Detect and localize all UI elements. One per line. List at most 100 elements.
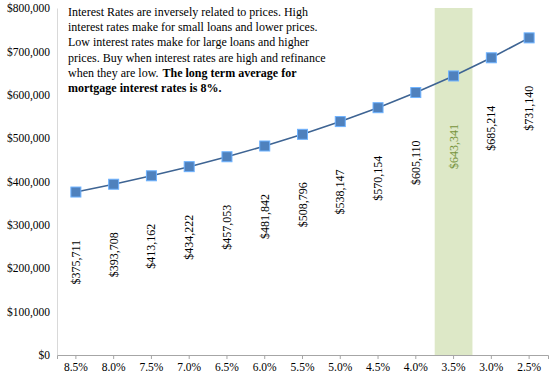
x-tick-label: 8.5% [64, 361, 88, 373]
x-tick-label: 7.0% [177, 361, 201, 373]
y-tick: $0 [39, 349, 58, 361]
annotation-text: Interest Rates are inversely related to … [68, 5, 308, 19]
data-label: $685,214 [484, 106, 498, 151]
data-labels: $375,711 $393,708 $413,162 $434,222 $457,053… [69, 86, 536, 285]
y-tick-label: $700,000 [7, 46, 50, 59]
x-tick: 3.5% [442, 355, 466, 373]
x-axis-line [58, 356, 549, 360]
x-tick-mark [264, 355, 265, 359]
y-tick: $200,000 [7, 262, 57, 275]
data-label: $413,162 [144, 224, 158, 269]
data-label: $508,796 [296, 182, 310, 227]
marker [260, 141, 270, 151]
marker [335, 117, 345, 127]
annotation-line: Interest Rates are inversely related to … [68, 5, 308, 19]
annotation-text: prices. Buy when interest rates are high… [68, 51, 326, 65]
x-tick-mark [340, 355, 341, 359]
highlight-band [435, 8, 473, 355]
x-tick-mark [189, 355, 190, 359]
x-tick: 5.0% [328, 355, 352, 373]
marker [411, 88, 421, 98]
x-tick-mark [529, 355, 530, 359]
marker [449, 71, 459, 81]
data-label: $538,147 [333, 170, 347, 215]
data-label: $605,110 [409, 141, 423, 186]
x-tick-label: 4.0% [404, 361, 428, 373]
data-label: $434,222 [182, 215, 196, 260]
plot-area: $0 $100,000 $200,000 $300,000 $400,000 $500,0… [7, 2, 549, 373]
marker [146, 171, 156, 181]
y-tick-label: $500,000 [7, 132, 50, 145]
x-tick: 6.5% [215, 355, 239, 373]
x-tick: 8.5% [64, 355, 88, 373]
data-label: $393,708 [107, 232, 121, 277]
x-tick: 4.5% [366, 355, 390, 373]
y-tick: $700,000 [7, 46, 57, 59]
y-tick: $500,000 [7, 132, 57, 145]
y-tick-label: $800,000 [7, 2, 50, 15]
y-tick-label: $0 [39, 349, 51, 361]
x-tick-mark [378, 355, 379, 359]
y-tick-label: $600,000 [7, 89, 50, 102]
x-tick-label: 7.5% [139, 361, 163, 373]
y-axis: $0 $100,000 $200,000 $300,000 $400,000 $500,0… [7, 2, 58, 361]
data-label: $570,154 [371, 156, 385, 201]
data-label: $481,842 [258, 194, 272, 239]
x-tick: 3.0% [479, 355, 503, 373]
y-tick-label: $300,000 [7, 219, 50, 232]
y-tick-label: $100,000 [7, 306, 50, 319]
data-label: $643,341 [447, 124, 461, 169]
data-label: $731,140 [522, 86, 536, 131]
x-tick: 2.5% [517, 355, 541, 373]
marker [222, 152, 232, 162]
x-tick-mark [113, 355, 114, 359]
annotation-text: interest rates make for small loans and … [68, 20, 318, 34]
x-tick-label: 6.5% [215, 361, 239, 373]
y-tick: $400,000 [7, 176, 57, 189]
y-tick: $800,000 [7, 2, 57, 15]
x-tick-mark [226, 355, 227, 359]
x-tick-label: 4.5% [366, 361, 390, 373]
x-tick-mark [151, 355, 152, 359]
x-tick: 7.5% [139, 355, 163, 373]
x-tick-label: 3.5% [442, 361, 466, 373]
y-tick-label: $200,000 [7, 262, 50, 275]
y-tick-label: $400,000 [7, 176, 50, 189]
annotation-emphasis: The long term average for [163, 66, 298, 80]
y-tick: $600,000 [7, 89, 57, 102]
annotation-text: Low interest rates make for large loans … [68, 35, 309, 49]
annotation-line: prices. Buy when interest rates are high… [68, 51, 326, 65]
marker [184, 162, 194, 172]
chart: $0 $100,000 $200,000 $300,000 $400,000 $500,0… [0, 0, 552, 379]
x-tick-mark [415, 355, 416, 359]
x-tick: 6.0% [253, 355, 277, 373]
marker [524, 33, 534, 43]
y-tick: $300,000 [7, 219, 57, 232]
annotation: Interest Rates are inversely related to … [68, 5, 326, 95]
marker [71, 187, 81, 197]
x-tick-mark [491, 355, 492, 359]
annotation-line: when they are low. The long term average … [68, 66, 297, 80]
x-tick-label: 5.0% [328, 361, 352, 373]
annotation-text: when they are low. [68, 66, 159, 80]
data-label: $457,053 [220, 205, 234, 250]
y-axis-line [57, 9, 58, 356]
x-axis: 8.5% 8.0% 7.5% 7.0% 6.5% 6.0% 5.5% 5.0% 4.5% 4.0%… [58, 355, 549, 373]
x-tick-label: 2.5% [517, 361, 541, 373]
x-tick: 5.5% [291, 355, 315, 373]
x-tick: 8.0% [102, 355, 126, 373]
data-label: $375,711 [69, 240, 83, 285]
annotation-line: interest rates make for small loans and … [68, 20, 318, 34]
annotation-emphasis: mortgage interest rates is 8%. [68, 81, 221, 95]
x-tick-mark [302, 355, 303, 359]
x-tick-mark [453, 355, 454, 359]
x-tick: 4.0% [404, 355, 428, 373]
x-tick: 7.0% [177, 355, 201, 373]
x-tick-label: 5.5% [291, 361, 315, 373]
x-tick-mark [75, 355, 76, 359]
marker [486, 53, 496, 63]
marker [298, 129, 308, 139]
marker [373, 103, 383, 113]
marker [109, 179, 119, 189]
y-tick: $100,000 [7, 306, 57, 319]
